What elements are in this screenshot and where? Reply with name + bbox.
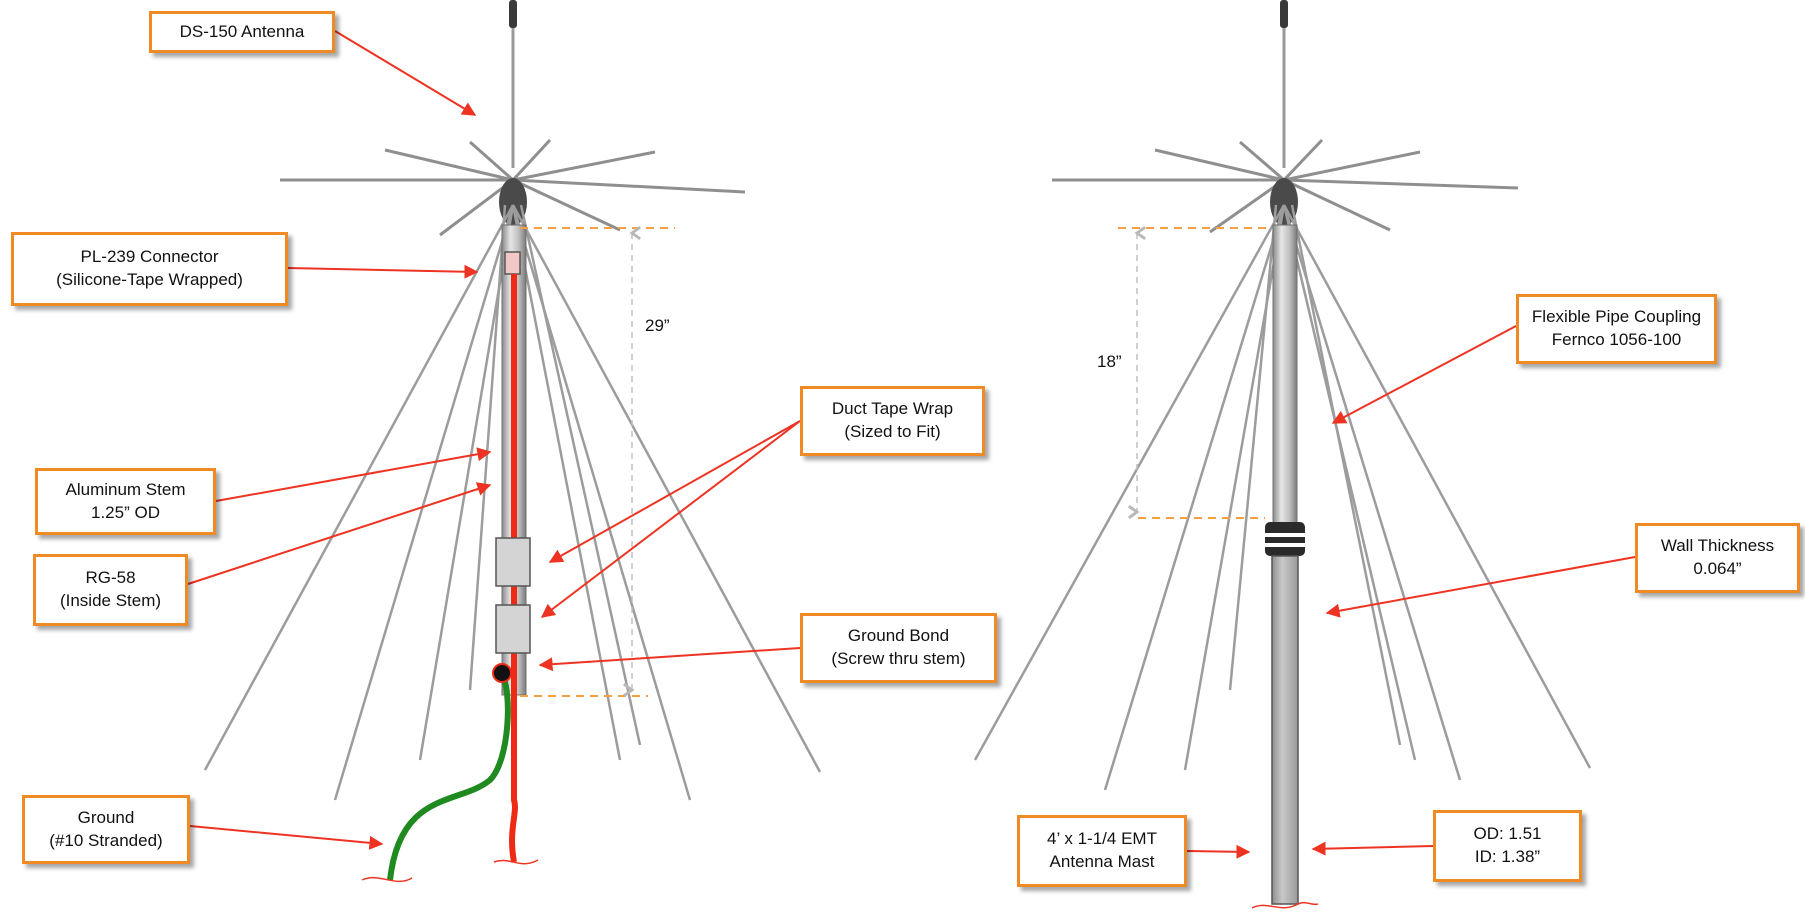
leader-antenna <box>334 30 477 116</box>
callout-text: Duct Tape Wrap <box>831 399 954 419</box>
callout-text: DS-150 Antenna <box>179 21 305 41</box>
leader-connector <box>287 264 479 279</box>
leader-stem <box>215 447 492 502</box>
ground-wire <box>387 673 511 881</box>
leader-mast <box>1186 844 1251 859</box>
rg58-coax <box>509 274 518 863</box>
cone-elements <box>203 204 822 801</box>
callout-wall-thickness: Wall Thickness 0.064” <box>1635 523 1800 593</box>
callout-text: Ground <box>77 807 135 827</box>
callout-text: Antenna Mast <box>1049 852 1155 871</box>
callout-text: RG-58 <box>85 568 136 588</box>
disc-radials <box>280 138 746 237</box>
callout-text: (Silicone-Tape Wrapped) <box>56 270 243 289</box>
leader-coupling <box>1331 325 1517 424</box>
callout-text: Aluminum Stem <box>65 479 186 499</box>
leader-diameters <box>1311 841 1434 856</box>
mast-break-mark <box>1251 901 1319 909</box>
duct-tape-wrap-upper <box>495 537 531 587</box>
callout-text: OD: 1.51 <box>1473 824 1542 844</box>
callout-duct-tape-wrap: Duct Tape Wrap (Sized to Fit) <box>800 386 985 456</box>
callout-ds150-antenna: DS-150 Antenna <box>149 11 335 53</box>
callout-text: 0.064” <box>1693 559 1742 578</box>
callout-text: (Inside Stem) <box>59 591 162 610</box>
callout-text: (#10 Stranded) <box>49 830 163 850</box>
leader-wall <box>1325 556 1636 618</box>
aluminum-stem <box>1272 224 1298 526</box>
callout-od-id: OD: 1.51 ID: 1.38” <box>1433 810 1582 882</box>
dimension-label-29: 29” <box>645 316 670 335</box>
duct-tape-wrap-lower <box>495 604 531 654</box>
ground-break-mark <box>361 876 413 883</box>
callout-text: (Sized to Fit) <box>844 422 941 441</box>
callout-ground-bond: Ground Bond (Screw thru stem) <box>800 613 997 683</box>
callout-text: 4’ x 1-1/4 EMT <box>1047 829 1157 849</box>
leader-coax <box>187 482 492 585</box>
leader-tape-upper <box>548 420 801 563</box>
left-antenna <box>203 0 822 883</box>
leader-arrows <box>187 30 1636 859</box>
leader-bond <box>538 647 801 672</box>
antenna-hub <box>499 178 527 226</box>
callout-text: (Screw thru stem) <box>831 649 966 668</box>
callout-flexible-pipe-coupling: Flexible Pipe Coupling Fernco 1056-100 <box>1516 294 1717 364</box>
pl239-connector <box>504 251 521 275</box>
coax-break-mark <box>493 859 539 865</box>
callout-ground-wire: Ground (#10 Stranded) <box>22 795 190 864</box>
callout-pl239-connector: PL-239 Connector (Silicone-Tape Wrapped) <box>11 232 288 306</box>
callout-text: ID: 1.38” <box>1474 847 1541 866</box>
antenna-hub <box>1270 178 1298 226</box>
whip-tip <box>509 0 517 28</box>
callout-text: Ground Bond <box>847 626 950 646</box>
dimension-label-18: 18” <box>1097 352 1122 371</box>
callout-text: Flexible Pipe Coupling <box>1531 307 1702 327</box>
coupling-band-lower <box>1265 543 1305 547</box>
callout-text: 1.25” OD <box>91 502 160 522</box>
callout-rg58: RG-58 (Inside Stem) <box>33 554 188 626</box>
flexible-pipe-coupling <box>1265 522 1305 556</box>
whip-tip <box>1280 0 1288 28</box>
coupling-band-upper <box>1265 533 1305 537</box>
leader-ground <box>189 825 384 850</box>
callout-text: Fernco 1056-100 <box>1551 330 1682 349</box>
callout-text: PL-239 Connector <box>80 247 219 267</box>
callout-text: Wall Thickness <box>1660 536 1775 556</box>
callout-emt-mast: 4’ x 1-1/4 EMT Antenna Mast <box>1017 815 1187 887</box>
ground-bond-screw <box>492 663 512 683</box>
disc-radials <box>1052 138 1519 234</box>
callout-aluminum-stem: Aluminum Stem 1.25” OD <box>35 468 216 535</box>
emt-mast <box>1271 555 1299 905</box>
right-antenna <box>973 0 1592 909</box>
leader-tape-lower <box>540 420 801 618</box>
